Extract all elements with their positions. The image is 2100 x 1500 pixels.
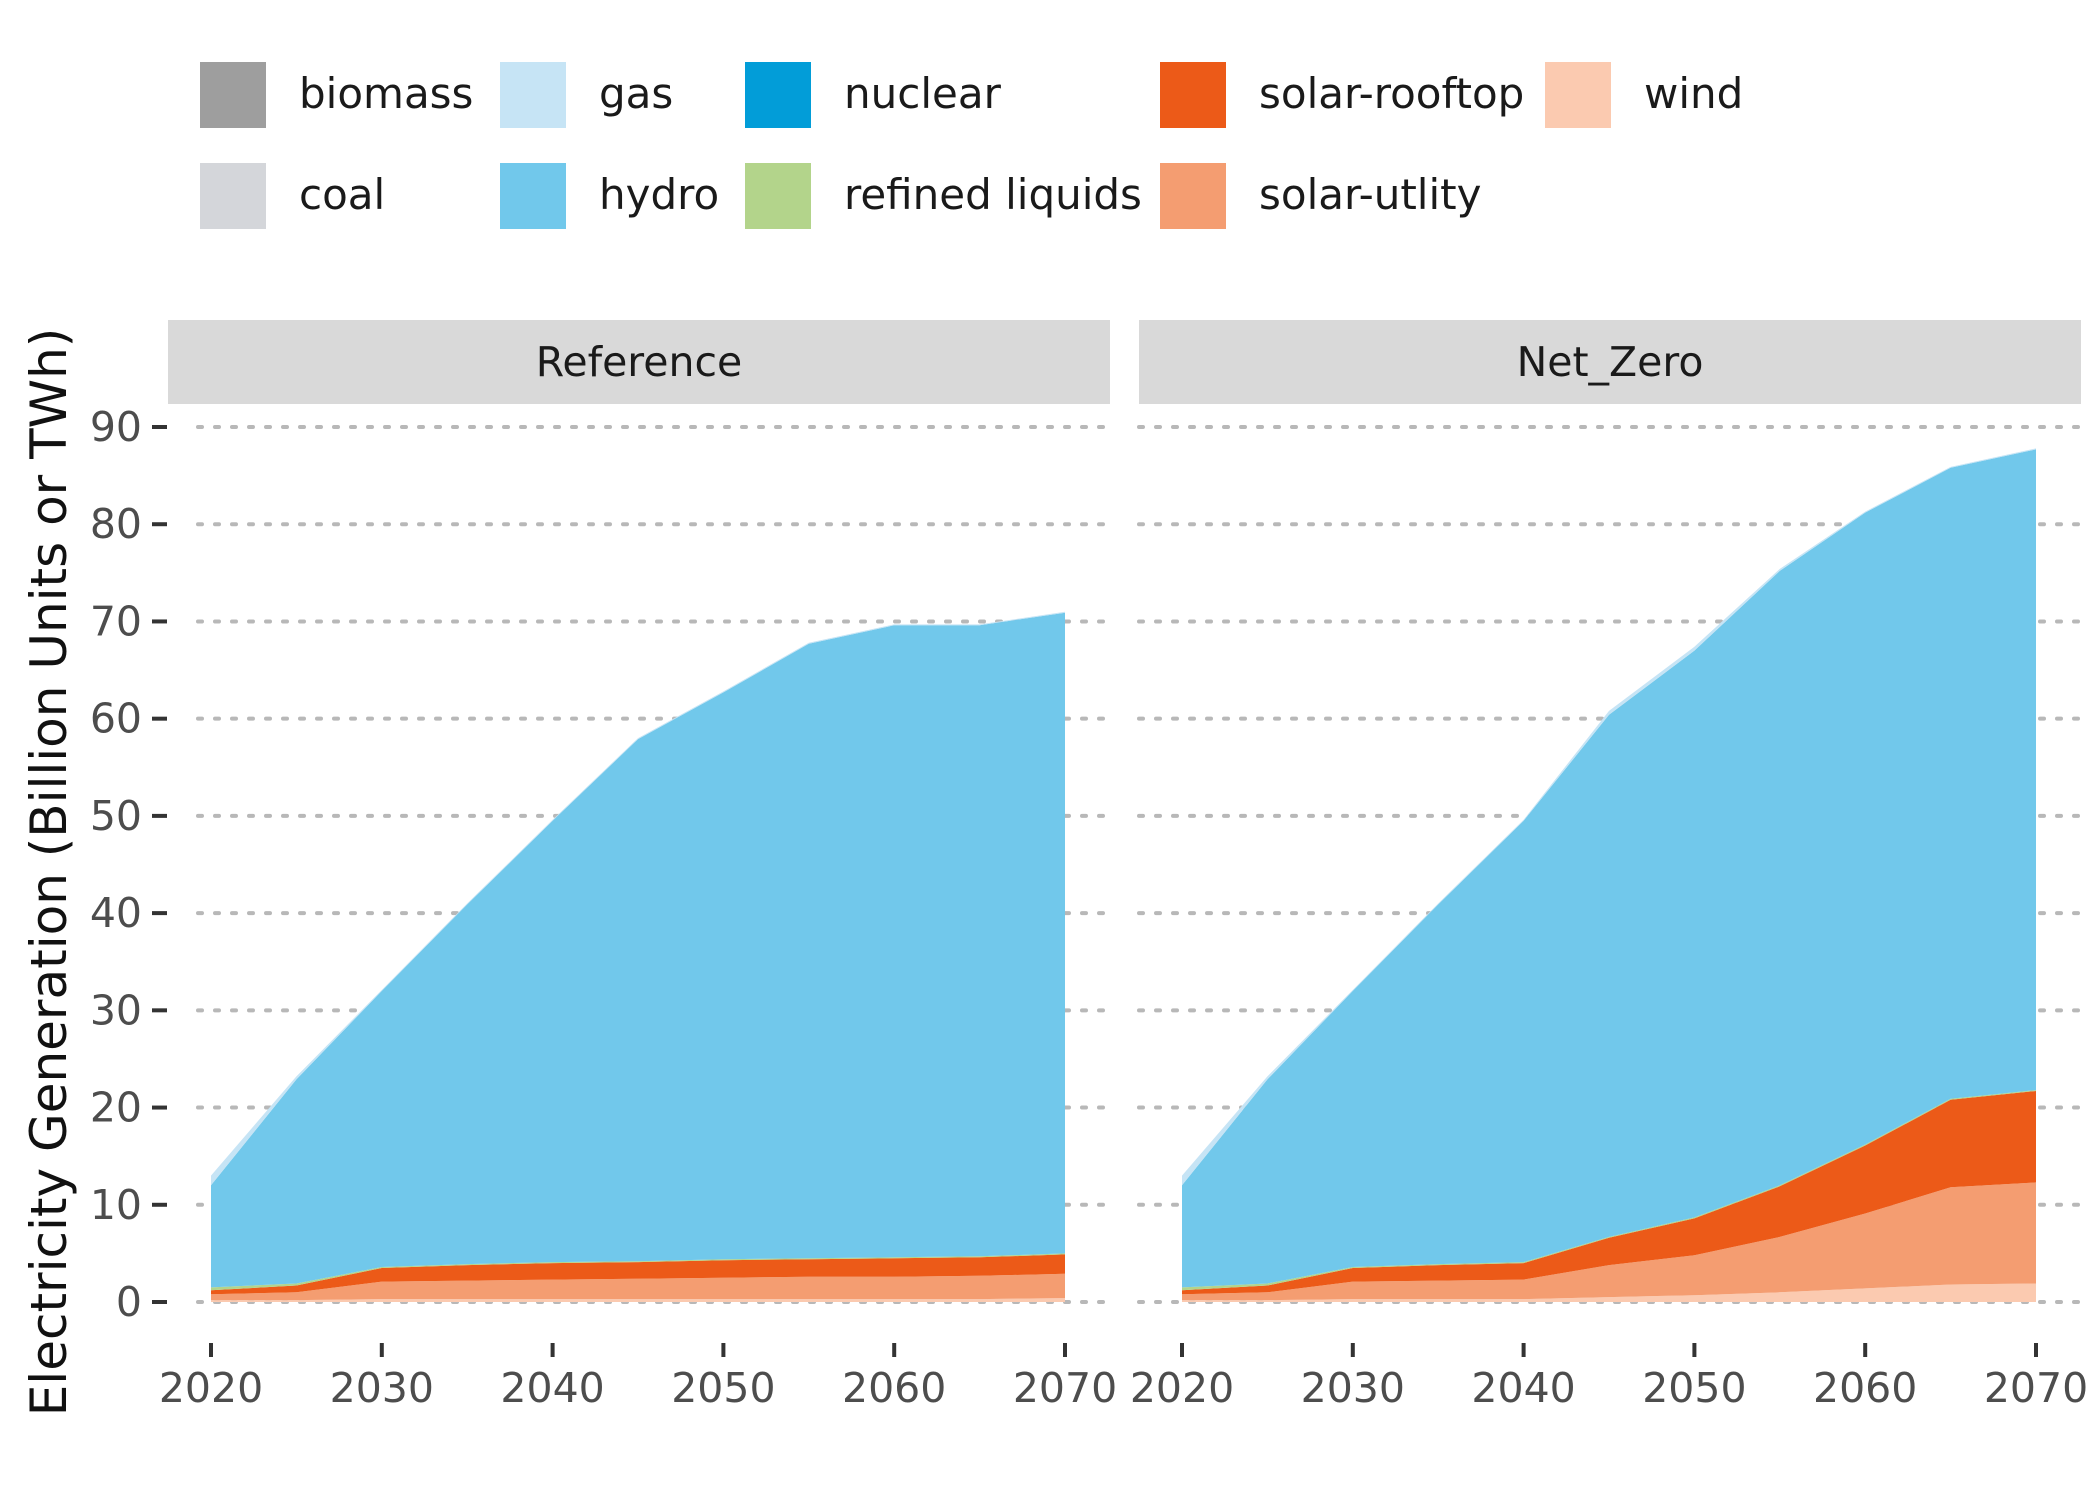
y-axis: 0 10 20 30 40 50 60 70 80 90 — [90, 403, 167, 1326]
legend-swatch — [745, 163, 811, 229]
legend-label: gas — [599, 69, 673, 118]
y-tick-label: 40 — [90, 889, 142, 937]
area-solar-rooftop — [211, 1254, 1065, 1295]
legend-item-coal: coal — [200, 163, 385, 229]
legend-swatch — [200, 163, 266, 229]
panel-strip-label: Reference — [536, 338, 742, 386]
legend-label: solar-utlity — [1259, 170, 1481, 219]
y-tick-label: 10 — [90, 1181, 142, 1229]
x-tick-label: 2030 — [330, 1364, 434, 1412]
x-tick-label: 2020 — [159, 1364, 263, 1412]
area-refined-liquids — [211, 1253, 1065, 1291]
y-tick-label: 30 — [90, 986, 142, 1034]
legend-label: nuclear — [844, 69, 1002, 118]
x-tick-label: 2050 — [1642, 1364, 1746, 1412]
legend-label: hydro — [599, 170, 719, 219]
area-hydro — [211, 612, 1065, 1288]
x-tick-label: 2040 — [1471, 1364, 1575, 1412]
panel-strip — [1139, 320, 2081, 404]
y-tick-label: 20 — [90, 1084, 142, 1132]
legend-item-solar-utlity: solar-utlity — [1160, 163, 1481, 229]
legend-item-solar-rooftop: solar-rooftop — [1160, 62, 1524, 128]
x-tick-label: 2050 — [671, 1364, 775, 1412]
x-tick-label: 2030 — [1301, 1364, 1405, 1412]
legend-item-refined-liquids: refined liquids — [745, 163, 1142, 229]
legend-item-hydro: hydro — [500, 163, 719, 229]
y-tick-label: 70 — [90, 597, 142, 645]
panel-strip — [168, 320, 1110, 404]
area-layers — [211, 611, 1065, 1302]
legend-label: solar-rooftop — [1259, 69, 1524, 118]
x-tick-label: 2060 — [842, 1364, 946, 1412]
panel-net-zero: Net_Zero 2020 2030 2040 2050 2060 2070 — [1130, 320, 2088, 1412]
area-wind — [211, 1298, 1065, 1302]
legend-swatch — [500, 163, 566, 229]
legend-swatch — [1160, 62, 1226, 128]
area-wind — [1182, 1283, 2036, 1302]
area-layers — [1182, 448, 2036, 1302]
legend-label: coal — [299, 170, 385, 219]
area-solar-rooftop — [1182, 1091, 2036, 1295]
legend-swatch — [745, 62, 811, 128]
x-tick-label: 2070 — [1984, 1364, 2088, 1412]
panel-strip-label: Net_Zero — [1517, 338, 1704, 386]
x-tick-label: 2060 — [1813, 1364, 1917, 1412]
legend-swatch — [1545, 62, 1611, 128]
legend-item-gas: gas — [500, 62, 673, 128]
area-solar-utlity — [1182, 1182, 2036, 1301]
legend-swatch — [500, 62, 566, 128]
legend: biomass coal gas hydro nuclear refined liquid… — [200, 62, 1743, 229]
legend-item-biomass: biomass — [200, 62, 473, 128]
legend-swatch — [200, 62, 266, 128]
panel-reference: Reference 2020 2030 2040 2050 2060 2070 — [159, 320, 1117, 1412]
y-tick-label: 80 — [90, 500, 142, 548]
y-tick-label: 50 — [90, 792, 142, 840]
x-tick-label: 2070 — [1013, 1364, 1117, 1412]
area-solar-utlity — [211, 1273, 1065, 1301]
legend-item-nuclear: nuclear — [745, 62, 1002, 128]
y-tick-label: 90 — [90, 403, 142, 451]
y-tick-label: 60 — [90, 695, 142, 743]
legend-label: refined liquids — [844, 170, 1142, 219]
x-tick-label: 2040 — [500, 1364, 604, 1412]
legend-swatch — [1160, 163, 1226, 229]
y-axis-title: Electricity Generation (Billion Units or… — [20, 328, 78, 1417]
legend-item-wind: wind — [1545, 62, 1743, 128]
y-tick-label: 0 — [116, 1278, 142, 1326]
area-hydro — [1182, 449, 2036, 1288]
legend-label: wind — [1644, 69, 1743, 118]
x-tick-label: 2020 — [1130, 1364, 1234, 1412]
legend-label: biomass — [299, 69, 473, 118]
